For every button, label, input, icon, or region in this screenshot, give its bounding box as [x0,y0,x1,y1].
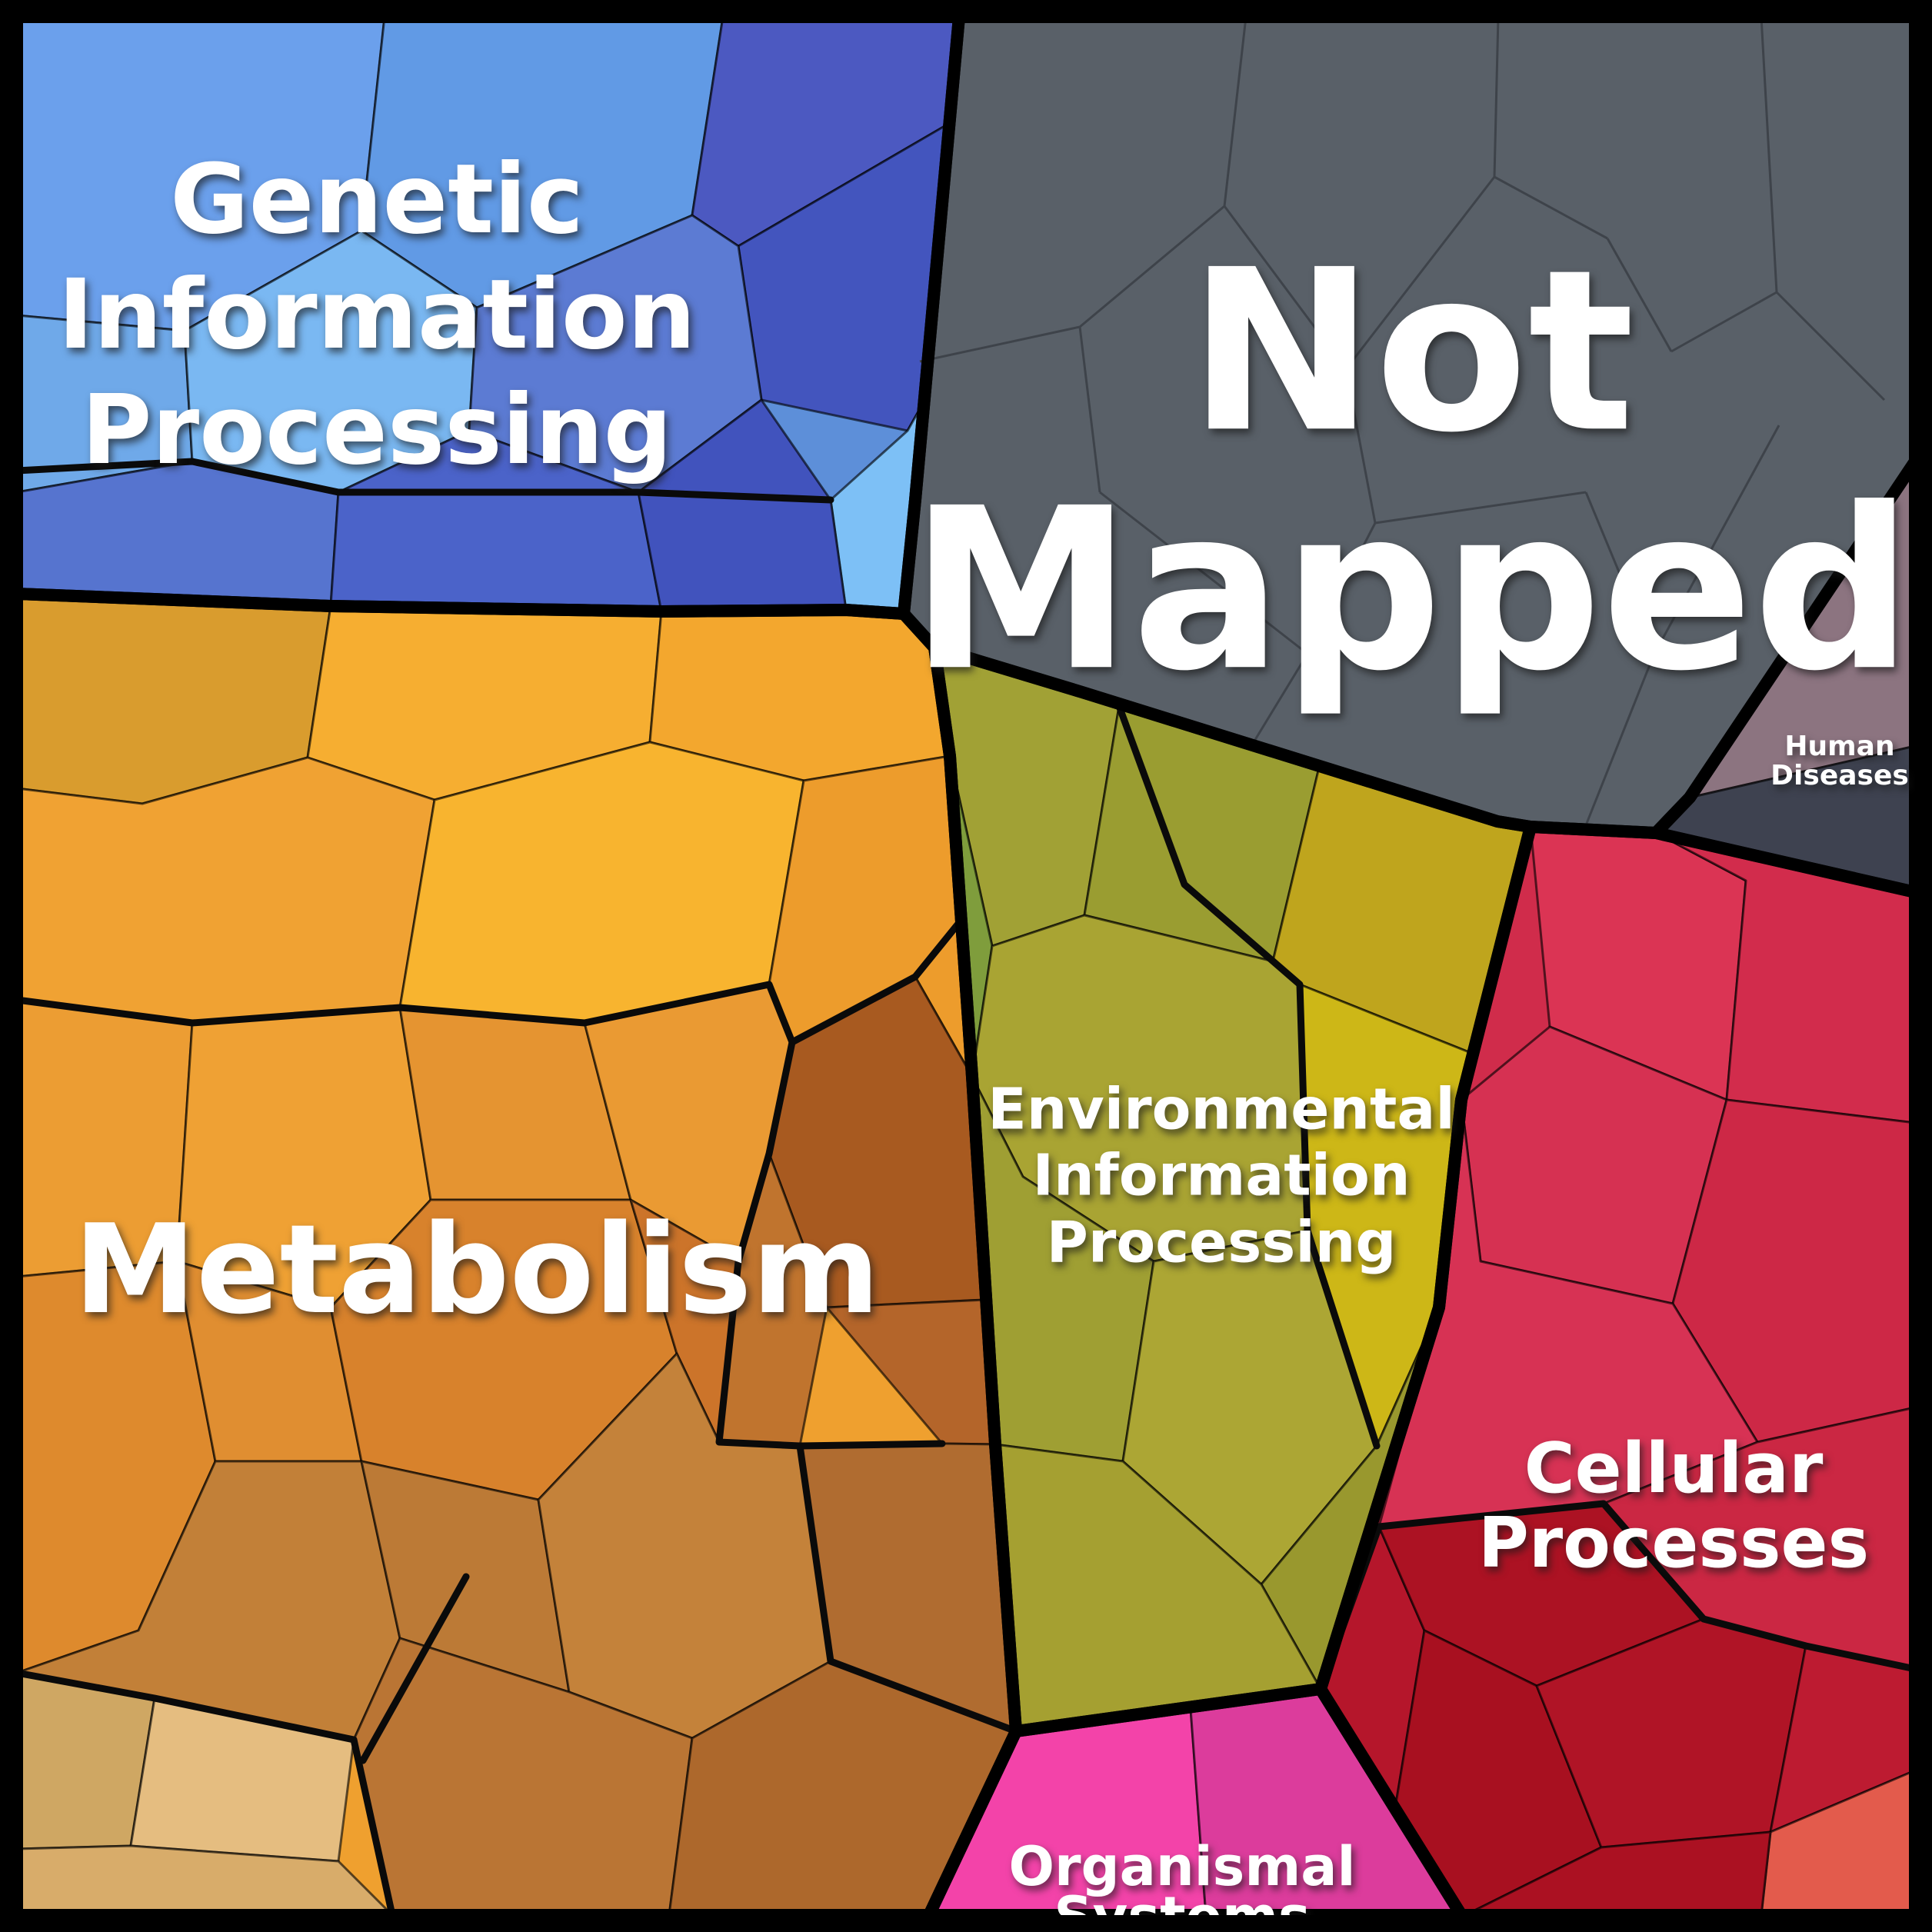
region-label-line-environmental-information-processing-1: Information [1032,1143,1410,1209]
region-label-line-environmental-information-processing-0: Environmental [988,1077,1455,1143]
region-not-mapped [902,15,1917,834]
cell-edge-not-mapped-3 [1344,176,1496,370]
cell-edge-not-mapped-6 [1606,238,1673,352]
region-cellular-processes [1319,825,1917,1917]
subgroup-border-metabolism-0 [13,981,796,1046]
region-label-line-human-diseases-0: Human [1784,731,1894,762]
subgroup-border-environmental-information-processing-0 [1115,702,1381,1450]
region-label-metabolism: Metabolism [74,1198,880,1341]
subgroup-border-metabolism-2 [13,1669,396,1919]
cell-edge-not-mapped-1 [1223,205,1347,370]
subgroup-border-genetic-information-processing-0 [13,458,834,504]
layer-group-lines [13,458,1919,1919]
region-label-line-human-diseases-1: Diseases [1770,760,1909,791]
region-label-line-organismal-systems-0: Organismal [1008,1835,1355,1898]
region-label-line-environmental-information-processing-2: Processing [1047,1210,1397,1276]
region-label-line-not-mapped-0: Not [1188,222,1635,481]
region-label-line-genetic-information-processing-0: Genetic [170,144,584,255]
subgroup-border-cellular-processes-0 [1317,1500,1919,1693]
cell-edge-not-mapped-2 [1493,16,1500,178]
region-label-line-genetic-information-processing-1: Information [58,259,695,371]
region-label-line-metabolism-0: Metabolism [74,1198,880,1341]
subgroup-border-metabolism-4 [796,1442,1020,1735]
subgroup-border-metabolism-1 [715,916,965,1450]
treemap-cell-genetic-information-processing-10 [637,398,848,613]
region-label-line-cellular-processes-1: Processes [1478,1503,1869,1584]
cell-edge-not-mapped-12 [1078,326,1101,493]
region-label-line-cellular-processes-0: Cellular [1524,1428,1824,1509]
subgroup-border-metabolism-3 [359,1573,470,1764]
region-label-line-genetic-information-processing-2: Processing [82,375,672,486]
cell-edge-not-mapped-4 [1494,175,1608,240]
region-label-line-not-mapped-1: Mapped [910,461,1913,720]
cell-edge-not-mapped-13 [1099,491,1308,655]
cell-edge-not-mapped-7 [1775,291,1886,401]
region-metabolism [15,592,1018,1917]
cell-edge-not-mapped-11 [1652,425,1780,656]
treemap-cell-metabolism-3 [15,756,436,1024]
region-genetic-information-processing [15,15,961,615]
cell-edge-not-mapped-0 [919,16,1247,363]
